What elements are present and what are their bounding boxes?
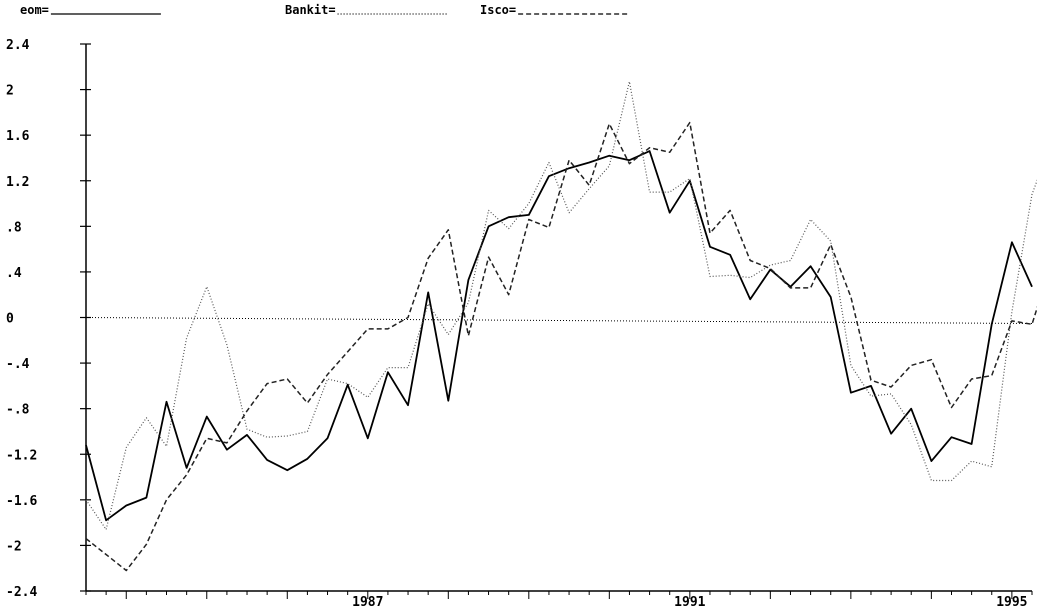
y-tick-label: .4 xyxy=(6,266,22,281)
zero-line xyxy=(85,317,1033,324)
y-tick-label: 1.2 xyxy=(6,175,29,190)
series-line-bankit xyxy=(85,80,1037,531)
x-tick-label: 1987 xyxy=(352,595,383,609)
y-tick-label: -1.2 xyxy=(6,448,37,463)
x-tick-label: 1995 xyxy=(996,595,1027,609)
legend-label-bankit: Bankit= xyxy=(285,3,336,17)
y-axis-ticks: 2.4 2 1.6 1.2 .8 .4 0 -.4 -.8 -1.2 -1.6 -2 -2.4 xyxy=(6,38,91,600)
series-line-isco xyxy=(85,121,1037,572)
legend: eom= Bankit= Isco= xyxy=(20,3,629,17)
y-tick-label: 2.4 xyxy=(6,38,30,53)
y-tick-label: 1.6 xyxy=(6,129,30,144)
y-tick-label: 0 xyxy=(6,312,14,327)
y-tick-label: -.4 xyxy=(6,357,30,372)
y-tick-label: 2 xyxy=(6,84,14,99)
x-axis-ticks: 1987 1991 1995 xyxy=(85,591,1033,609)
legend-label-isco: Isco= xyxy=(480,3,516,17)
axes xyxy=(85,44,1033,592)
series-lines xyxy=(85,80,1037,572)
series-line-eom xyxy=(85,150,1033,522)
y-tick-label: -1.6 xyxy=(6,494,37,509)
legend-label-eom: eom= xyxy=(20,3,49,17)
x-tick-label: 1991 xyxy=(674,595,705,609)
y-tick-label: -2 xyxy=(6,539,22,554)
y-tick-label: -.8 xyxy=(6,403,30,418)
y-tick-label: -2.4 xyxy=(6,585,37,600)
y-tick-label: .8 xyxy=(6,220,22,235)
